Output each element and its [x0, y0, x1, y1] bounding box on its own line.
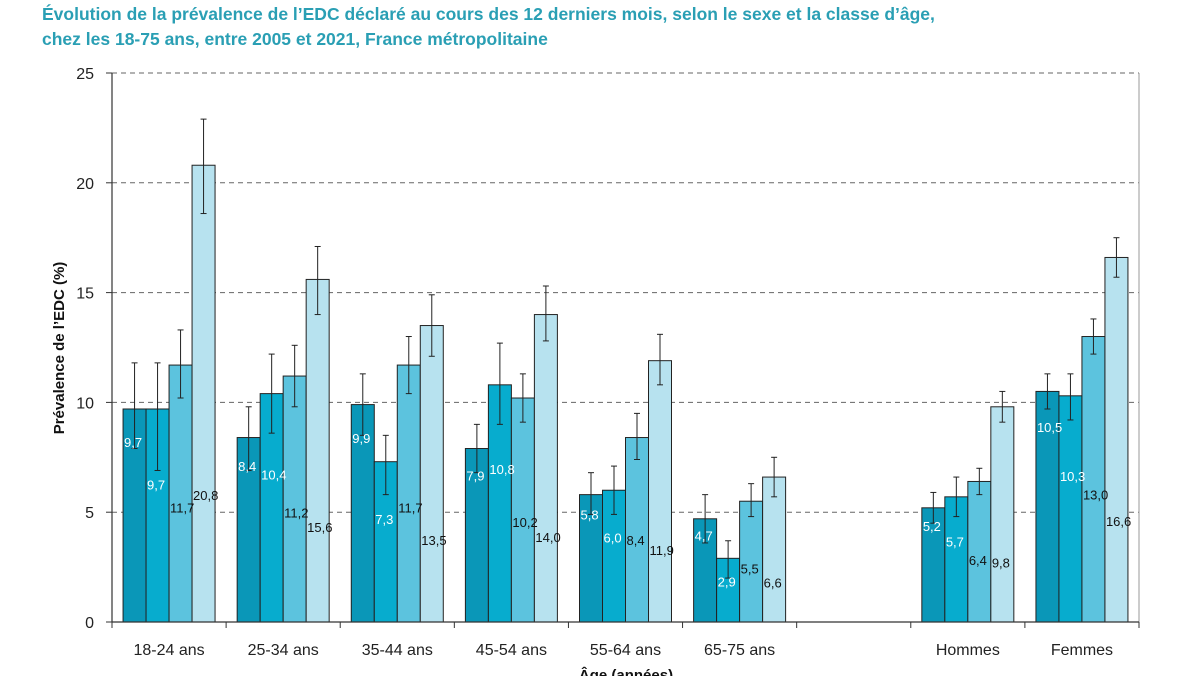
y-tick-label-0: 0 — [85, 615, 94, 632]
data-label-s4-c5: 6,6 — [764, 575, 782, 590]
chart-title-line-1: Évolution de la prévalence de l’EDC décl… — [42, 4, 935, 24]
data-label-s2-c7: 10,3 — [1060, 469, 1085, 484]
data-label-s2-c0: 9,7 — [147, 478, 165, 493]
bar-s4-c3 — [533, 314, 558, 623]
bar-s3-c6 — [967, 480, 992, 623]
y-tick-label-15: 15 — [76, 286, 94, 303]
data-label-s2-c6: 5,7 — [946, 535, 964, 550]
data-label-s3-c5: 5,5 — [741, 562, 759, 577]
x-tick-label-3: 45-54 ans — [476, 642, 547, 659]
data-label-s4-c3: 14,0 — [535, 530, 560, 545]
data-label-s1-c1: 8,4 — [238, 459, 256, 474]
y-tick-label-5: 5 — [85, 505, 94, 522]
data-label-s1-c0: 9,7 — [124, 435, 142, 450]
data-label-s2-c2: 7,3 — [375, 512, 393, 527]
chart-title: Évolution de la prévalence de l’EDC décl… — [42, 2, 1182, 52]
bar-s3-c4 — [625, 437, 649, 623]
bar-s4-c0 — [191, 164, 216, 623]
data-label-s3-c6: 6,4 — [969, 553, 987, 568]
data-label-s1-c3: 7,9 — [466, 469, 484, 484]
x-tick-label-0: 18-24 ans — [133, 642, 204, 659]
y-axis-label: Prévalence de l’EDC (%) — [51, 262, 68, 435]
data-label-s3-c4: 8,4 — [627, 533, 645, 548]
bar-s3-c7 — [1081, 336, 1106, 623]
bar-s4-c1 — [305, 278, 330, 623]
bar-s4-c7 — [1104, 256, 1129, 623]
data-label-s2-c4: 6,0 — [604, 530, 622, 545]
data-label-s3-c1: 11,2 — [284, 505, 308, 520]
y-tick-label-20: 20 — [76, 176, 94, 193]
data-labels: 9,79,711,720,88,410,411,215,69,97,311,71… — [124, 420, 1131, 590]
y-axis: 0 5 10 15 20 25 — [76, 66, 1140, 632]
data-label-s1-c7: 10,5 — [1037, 420, 1062, 435]
x-tick-label-7: Femmes — [1051, 642, 1113, 659]
data-label-s3-c2: 11,7 — [398, 500, 422, 515]
bar-s3-c0 — [168, 364, 193, 623]
y-tick-label-25: 25 — [76, 66, 94, 83]
x-tick-label-1: 25-34 ans — [248, 642, 319, 659]
data-label-s4-c0: 20,8 — [193, 488, 218, 503]
bar-s4-c6 — [990, 406, 1015, 623]
data-label-s4-c7: 16,6 — [1106, 514, 1131, 529]
error-bars — [131, 118, 1120, 579]
data-label-s1-c6: 5,2 — [923, 519, 941, 534]
bar-s4-c5 — [762, 476, 787, 623]
x-tick-label-6: Hommes — [936, 642, 1000, 659]
bar-s2-c7 — [1058, 395, 1083, 623]
chart-title-line-2: chez les 18-75 ans, entre 2005 et 2021, … — [42, 29, 548, 49]
bar-s4-c4 — [648, 360, 672, 623]
bar-s3-c2 — [396, 364, 421, 623]
data-label-s3-c3: 10,2 — [512, 515, 537, 530]
data-label-s1-c4: 5,8 — [581, 508, 599, 523]
data-label-s2-c5: 2,9 — [718, 575, 736, 590]
y-tick-label-10: 10 — [76, 395, 94, 412]
data-label-s3-c0: 11,7 — [170, 500, 194, 515]
data-label-s1-c2: 9,9 — [352, 431, 370, 446]
data-label-s4-c1: 15,6 — [307, 520, 332, 535]
bar-s3-c1 — [282, 375, 307, 623]
data-label-s2-c1: 10,4 — [261, 468, 286, 483]
x-axis-label: Âge (années) — [579, 666, 673, 676]
bar-s4-c2 — [419, 325, 444, 623]
x-tick-label-5: 65-75 ans — [704, 642, 775, 659]
data-label-s1-c5: 4,7 — [695, 528, 713, 543]
data-label-s2-c3: 10,8 — [489, 462, 514, 477]
data-label-s4-c6: 9,8 — [992, 556, 1010, 571]
bar-s3-c3 — [510, 397, 535, 623]
x-axis: 18-24 ans 25-34 ans 35-44 ans 45-54 ans 55-6… — [111, 621, 1140, 659]
x-tick-label-2: 35-44 ans — [362, 642, 433, 659]
data-label-s4-c4: 11,9 — [650, 543, 674, 558]
data-label-s4-c2: 13,5 — [421, 533, 446, 548]
x-tick-label-4: 55-64 ans — [590, 642, 661, 659]
data-label-s3-c7: 13,0 — [1083, 488, 1108, 503]
